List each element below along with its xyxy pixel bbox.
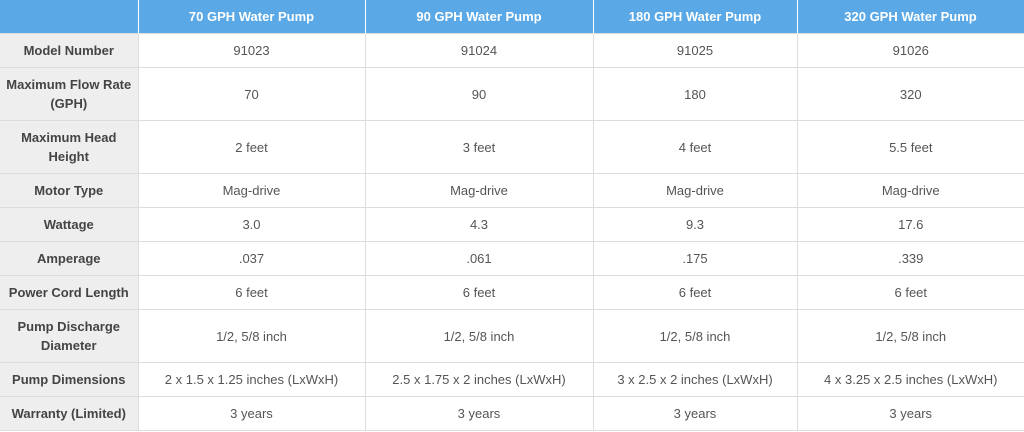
table-cell: 6 feet: [796, 275, 1024, 310]
table-cell: 320: [796, 67, 1024, 121]
table-cell: 3 years: [796, 396, 1024, 431]
row-label: Maximum Head Height: [0, 120, 139, 174]
table-cell: .339: [796, 241, 1024, 276]
column-header-70-gph: 70 GPH Water Pump: [138, 0, 366, 34]
table-cell: 180: [592, 67, 798, 121]
table-cell: 2 feet: [137, 120, 366, 174]
table-cell: Mag-drive: [592, 173, 798, 208]
table-cell: 4 feet: [592, 120, 798, 174]
table-cell: .061: [364, 241, 594, 276]
table-cell: 4.3: [364, 207, 594, 242]
corner-header-cell: [0, 0, 139, 34]
table-cell: 91023: [137, 33, 366, 68]
table-cell: 5.5 feet: [796, 120, 1024, 174]
table-cell: Mag-drive: [364, 173, 594, 208]
table-row-pump-dimensions: Pump Dimensions 2 x 1.5 x 1.25 inches (L…: [0, 362, 1024, 397]
table-cell: 3 feet: [364, 120, 594, 174]
table-cell: 9.3: [592, 207, 798, 242]
table-cell: .037: [137, 241, 366, 276]
table-cell: 3 years: [137, 396, 366, 431]
table-row-motor-type: Motor Type Mag-drive Mag-drive Mag-drive…: [0, 173, 1024, 208]
table-cell: 3 years: [364, 396, 594, 431]
table-row-amperage: Amperage .037 .061 .175 .339: [0, 241, 1024, 276]
table-cell: 1/2, 5/8 inch: [796, 309, 1024, 363]
table-row-max-head-height: Maximum Head Height 2 feet 3 feet 4 feet…: [0, 120, 1024, 174]
table-row-power-cord-length: Power Cord Length 6 feet 6 feet 6 feet 6…: [0, 275, 1024, 310]
table-cell: 2.5 x 1.75 x 2 inches (LxWxH): [364, 362, 594, 397]
table-cell: 1/2, 5/8 inch: [592, 309, 798, 363]
row-label: Pump Dimensions: [0, 362, 139, 397]
table-cell: 91026: [796, 33, 1024, 68]
header-row: 70 GPH Water Pump 90 GPH Water Pump 180 …: [0, 0, 1024, 34]
table-cell: 17.6: [796, 207, 1024, 242]
column-header-180-gph: 180 GPH Water Pump: [593, 0, 798, 34]
table-cell: .175: [592, 241, 798, 276]
row-label: Power Cord Length: [0, 275, 139, 310]
row-label: Model Number: [0, 33, 139, 68]
table-row-max-flow-rate: Maximum Flow Rate (GPH) 70 90 180 320: [0, 67, 1024, 121]
table-cell: 3.0: [137, 207, 366, 242]
table-row-wattage: Wattage 3.0 4.3 9.3 17.6: [0, 207, 1024, 242]
table-cell: 91024: [364, 33, 594, 68]
table-cell: 90: [364, 67, 594, 121]
column-header-90-gph: 90 GPH Water Pump: [365, 0, 594, 34]
table-cell: 4 x 3.25 x 2.5 inches (LxWxH): [796, 362, 1024, 397]
table-row-warranty: Warranty (Limited) 3 years 3 years 3 yea…: [0, 396, 1024, 431]
row-label: Wattage: [0, 207, 139, 242]
table-cell: 3 x 2.5 x 2 inches (LxWxH): [592, 362, 798, 397]
table-cell: 1/2, 5/8 inch: [364, 309, 594, 363]
row-label: Warranty (Limited): [0, 396, 139, 431]
table-row-discharge-diameter: Pump Discharge Diameter 1/2, 5/8 inch 1/…: [0, 309, 1024, 363]
column-header-320-gph: 320 GPH Water Pump: [797, 0, 1024, 34]
row-label: Motor Type: [0, 173, 139, 208]
table-cell: 1/2, 5/8 inch: [137, 309, 366, 363]
table-cell: 6 feet: [592, 275, 798, 310]
row-label: Pump Discharge Diameter: [0, 309, 139, 363]
table-cell: 6 feet: [137, 275, 366, 310]
table-cell: Mag-drive: [796, 173, 1024, 208]
table-cell: 3 years: [592, 396, 798, 431]
table-cell: 91025: [592, 33, 798, 68]
table-row-model-number: Model Number 91023 91024 91025 91026: [0, 33, 1024, 68]
row-label: Maximum Flow Rate (GPH): [0, 67, 139, 121]
table-cell: Mag-drive: [137, 173, 366, 208]
table-cell: 2 x 1.5 x 1.25 inches (LxWxH): [137, 362, 366, 397]
row-label: Amperage: [0, 241, 139, 276]
table-cell: 70: [137, 67, 366, 121]
table-cell: 6 feet: [364, 275, 594, 310]
